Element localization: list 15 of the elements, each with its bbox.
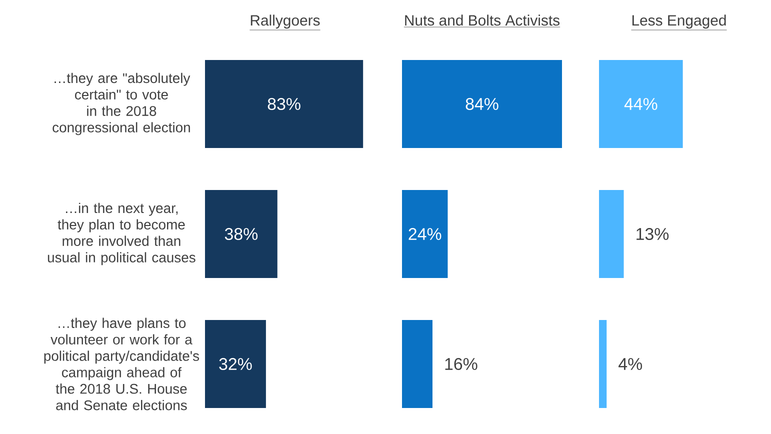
data-label: 44% xyxy=(624,98,658,110)
data-label: 13% xyxy=(636,228,669,240)
chart-title: Rallygoers xyxy=(250,14,320,29)
chart-title: Nuts and Bolts Activists xyxy=(405,14,560,26)
data-label: 16% xyxy=(445,358,478,370)
y-tick-label: …in the next year, they plan to become more involved than usual in political causes xyxy=(48,202,196,266)
y-tick-label: …they are "absolutely certain" to vote in the 2018 congressional election xyxy=(52,72,190,136)
data-label: 24% xyxy=(408,228,442,240)
y-tick-label: …they have plans to volunteer or work for a political party/candidate's campaign ahead of the 2018 U.S. House and Senate elections xyxy=(44,318,200,410)
data-label: 32% xyxy=(219,358,252,370)
data-label: 84% xyxy=(466,98,498,110)
data-label: 83% xyxy=(268,98,300,110)
data-label: 38% xyxy=(224,228,258,240)
chart-title: Less Engaged xyxy=(632,14,726,29)
data-label: 4% xyxy=(618,358,642,370)
